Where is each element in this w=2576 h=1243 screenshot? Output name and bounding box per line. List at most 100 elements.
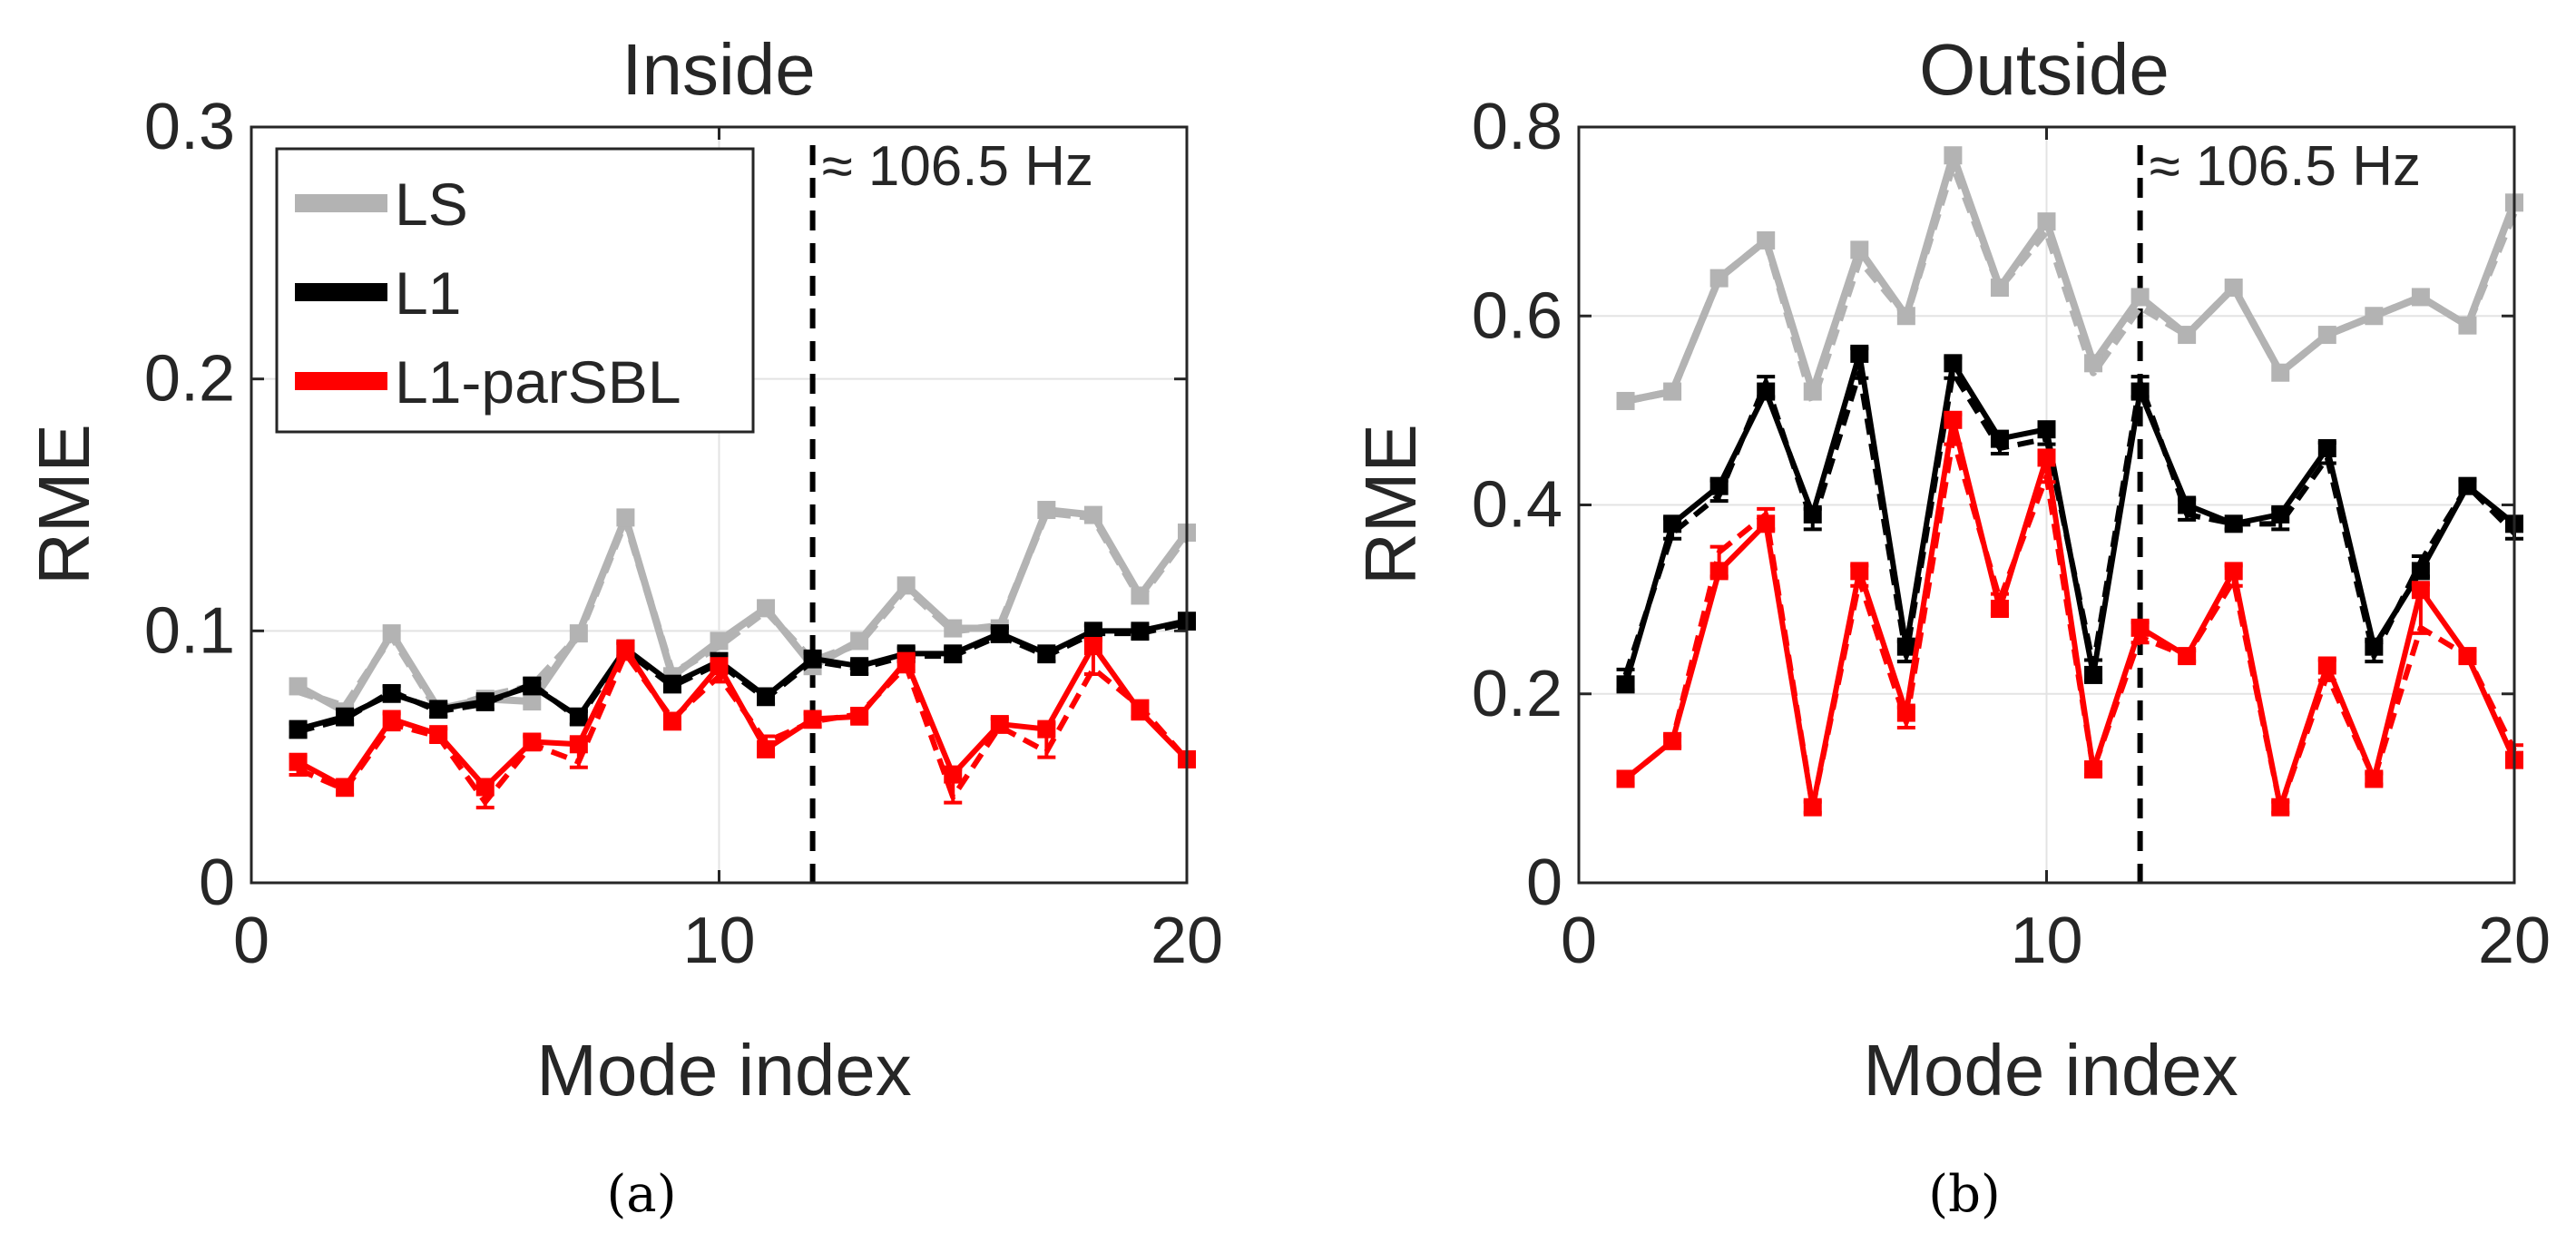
legend-label: L1-parSBL [395,348,681,416]
x-tick-label: 20 [2478,905,2551,977]
data-point [2271,504,2290,524]
data-point [1037,501,1056,520]
data-point [2365,307,2384,326]
data-point [1803,504,1822,524]
data-point [850,707,869,726]
x-tick-label: 10 [682,905,755,977]
data-point [2271,798,2290,817]
data-point [990,624,1009,643]
data-point [1803,382,1822,401]
data-point [2458,316,2477,335]
data-point [336,707,355,726]
data-point [990,715,1009,734]
data-point [757,599,776,618]
data-point [1037,719,1056,739]
data-point [850,657,869,676]
data-point [1944,146,1963,165]
data-point [2130,382,2150,401]
data-point [1757,382,1776,401]
data-point [1616,391,1635,410]
data-point [2224,279,2243,298]
y-tick-label: 0.4 [1472,469,1562,542]
data-point [1709,562,1729,581]
data-point [1803,798,1822,817]
data-point [523,677,542,696]
data-point [289,677,308,696]
data-point [896,651,916,670]
y-tick-label: 0.6 [1472,279,1562,352]
panel-a-title: Inside [622,29,815,110]
y-tick-label: 0.2 [144,343,235,416]
data-point [1896,307,1915,326]
data-point [944,765,963,784]
data-point [757,739,776,759]
data-point [1083,505,1102,524]
panel-outside: Outside RME Mode index (b) ≈ 106.5 Hz 0 0.… [1350,29,2551,1224]
y-tick-label: 0 [199,847,235,919]
legend: LS L1 L1-parSBL [275,147,755,434]
data-point [2411,581,2430,600]
series-line [1622,350,2516,686]
data-point [2317,439,2336,458]
data-point [803,710,822,729]
data-point [289,719,308,739]
data-point [429,725,448,744]
data-point [569,735,588,754]
data-point [710,631,729,651]
data-point [662,712,681,731]
data-point [616,508,635,527]
x-tick-label: 0 [233,905,269,977]
data-point [2178,326,2197,345]
data-point [1944,410,1963,429]
x-tick-label: 10 [2010,905,2082,977]
data-point [382,684,401,703]
data-point [523,692,542,711]
data-point [1663,514,1682,533]
data-point [803,649,822,668]
data-point [2317,326,2336,345]
frequency-annotation: ≈ 106.5 Hz [822,135,1093,198]
panel-a-ylabel: RME [24,424,104,585]
data-point [1896,703,1915,722]
data-point [1709,269,1729,288]
series-l1-parsbl [289,636,1196,810]
series-l1 [1616,344,2523,694]
data-point [289,752,308,771]
data-point [336,778,355,797]
data-point [850,631,869,651]
data-point [2130,288,2150,307]
data-point [382,710,401,729]
data-point [2037,448,2056,467]
legend-label: LS [395,171,468,238]
data-point [1850,240,1869,259]
y-tick-label: 0 [1526,847,1562,919]
y-tick-label: 0.1 [144,594,235,667]
panel-b-title: Outside [1919,29,2170,110]
data-point [2037,420,2056,439]
data-point [475,778,495,797]
data-point [1663,382,1682,401]
data-point [1616,675,1635,694]
data-point [569,707,588,726]
data-point [2271,363,2290,382]
data-point [1990,600,2009,619]
data-point [1896,637,1915,656]
data-point [2178,495,2197,514]
data-point [896,576,916,595]
y-tick-label: 0.3 [144,91,235,163]
data-point [1944,354,1963,373]
data-point [2084,665,2103,684]
data-point [1131,622,1150,641]
data-point [523,732,542,751]
data-point [2037,212,2056,231]
y-tick-label: 0.2 [1472,658,1562,730]
data-point [1083,622,1102,641]
data-point [1131,586,1150,605]
data-point [1083,636,1102,655]
panel-b-ylabel: RME [1350,424,1431,585]
data-point [429,700,448,719]
data-point [1990,429,2009,448]
data-point [944,619,963,638]
data-point [1850,344,1869,363]
data-point [2224,562,2243,581]
